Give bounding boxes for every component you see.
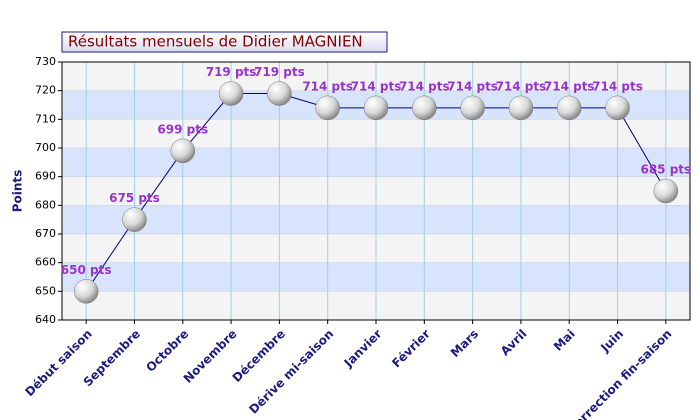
x-tick-label: Octobre [143, 327, 191, 375]
x-tick-label: Dérive mi-saison [246, 327, 336, 417]
y-tick-label: 650 [35, 284, 56, 297]
value-label: 719 pts [254, 65, 305, 79]
marker [508, 95, 534, 121]
marker [412, 95, 437, 121]
value-label: 714 pts [544, 79, 595, 93]
chart-title: Résultats mensuels de Didier MAGNIEN [68, 33, 363, 51]
x-tick-label: Début saison [22, 327, 94, 399]
marker [122, 207, 147, 232]
value-label: 714 pts [351, 79, 402, 93]
y-tick-label: 720 [35, 84, 56, 97]
marker [460, 95, 485, 121]
value-label: 719 pts [206, 65, 257, 79]
value-label: 714 pts [592, 79, 643, 93]
y-axis-label: Points [11, 170, 25, 213]
y-tick-label: 670 [35, 227, 56, 240]
y-tick-label: 660 [35, 256, 56, 269]
y-tick-label: 710 [35, 112, 56, 125]
x-tick-label: Janvier [341, 327, 385, 371]
value-label: 650 pts [61, 263, 112, 277]
value-label: 699 pts [157, 122, 208, 136]
x-tick-label: Mai [551, 327, 578, 354]
marker [267, 81, 292, 106]
value-label: 685 pts [640, 163, 691, 177]
y-tick-label: 730 [35, 55, 56, 68]
value-label: 675 pts [109, 191, 160, 205]
value-label: 714 pts [447, 79, 498, 93]
marker [218, 81, 244, 106]
x-tick-label: Février [389, 327, 433, 371]
y-tick-label: 680 [35, 198, 56, 211]
x-tick-label: Juin [597, 327, 626, 356]
x-tick-label: Avril [498, 327, 530, 359]
marker [653, 178, 679, 204]
plot-border [61, 61, 691, 321]
y-tick-label: 640 [35, 313, 56, 326]
marker [605, 95, 630, 121]
marker [363, 95, 389, 121]
marker [556, 95, 582, 121]
marker [73, 279, 99, 304]
marker [170, 138, 196, 164]
y-tick-label: 700 [35, 141, 56, 154]
marker [315, 95, 340, 121]
value-label: 714 pts [399, 79, 450, 93]
value-label: 714 pts [302, 79, 353, 93]
title-box [61, 31, 388, 53]
x-tick-label: Mars [448, 327, 481, 360]
y-tick-label: 690 [35, 170, 56, 183]
value-label: 714 pts [496, 79, 547, 93]
